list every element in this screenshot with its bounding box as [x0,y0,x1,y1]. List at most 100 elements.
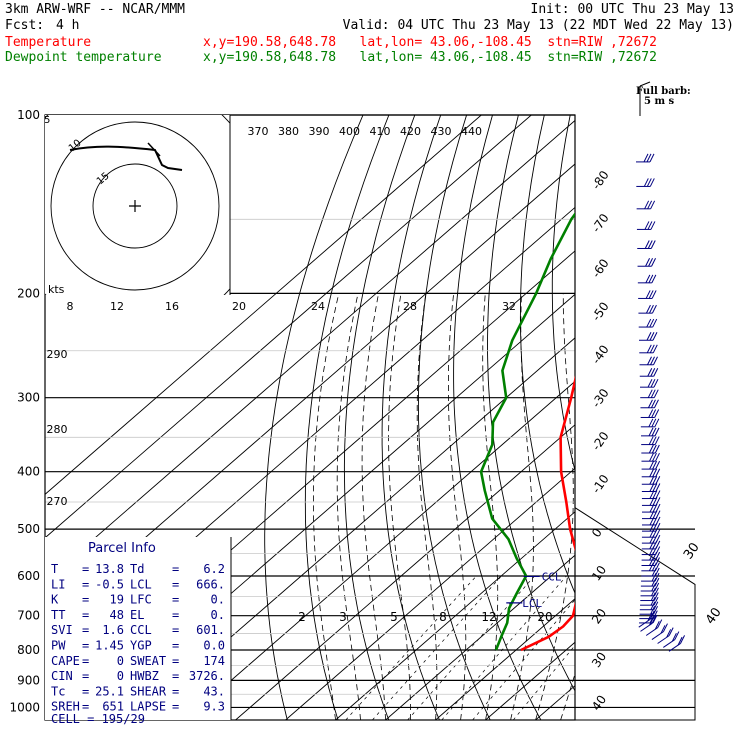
hodo-speed-label: 8 [67,300,74,313]
hodograph-trace-tail [147,142,161,157]
hodo-speed-label: 24 [311,300,325,313]
hodograph-ring [50,121,220,291]
wind-barb-feather [649,614,655,624]
pressure-label: 900 [17,673,40,687]
hodo-speed-label: 20 [232,300,246,313]
wind-barb-feather [653,389,659,398]
wind-barb-feather [649,611,655,620]
isotherm-label: 30 [589,650,609,671]
wind-barb-feather [655,483,661,492]
parcel-param-name: CCL [130,623,152,637]
parcel-param-name: Tc [51,684,65,698]
isotherm-line [285,467,575,720]
wind-barb-feather [650,605,656,615]
barb-legend-title: Full barb: [636,86,691,97]
parcel-param-name: LFC [130,593,152,607]
wind-barb-feather [651,427,657,437]
wind-barb-feather [649,546,655,555]
theta-label: 440 [461,125,482,138]
temperature-legend: Temperature [5,35,92,50]
parcel-param-value: -0.5 [95,577,124,591]
wind-barb-feather [652,460,658,470]
isotherm-label: -20 [589,429,612,453]
parcel-param-value: 25.1 [95,684,124,698]
theta-label: 400 [339,125,360,138]
wind-barb-feather [680,635,686,644]
wind-barb-feather [649,344,655,354]
wind-barb-feather [655,468,661,478]
wind-barb-feather [648,418,654,428]
wind-barb-feather [650,601,656,610]
wind-barb-feather [650,596,656,606]
wind-barb-feather [655,452,660,462]
parcel-param-value: 0.0 [203,639,225,653]
isotherm-label: -80 [589,168,612,192]
wind-barb-feather [652,332,658,341]
dry-adiabat [519,115,575,595]
moist-adiabat [416,293,438,720]
wind-barb-feather [654,427,660,437]
wind-barb-feather [647,367,653,377]
wind-barb-feather [654,621,660,630]
wind-barb-feather [651,562,657,572]
isotherm-line [135,337,575,720]
isotherm-label: -70 [589,211,612,235]
wind-barb-feather [649,483,655,492]
parcel-param-name: HWBZ [130,669,159,683]
wind-barb-feather [652,318,658,328]
parcel-equals: = [172,639,179,653]
theta-label: 390 [309,125,330,138]
dry-adiabat [551,115,575,473]
wind-barb-feather [651,577,657,587]
wind-barb-feather [646,153,652,163]
wind-barb-feather [651,290,657,299]
wind-barb-feather [645,290,651,299]
hodograph-ring [92,163,178,249]
wind-barb-feather [650,221,656,230]
parcel-param-value: 174 [203,654,225,668]
parcel-param-name: Td [130,562,144,576]
wind-barb-feather [649,490,655,499]
wind-barb-feather [668,627,674,636]
wind-barb-feather [648,274,654,284]
init-time: Init: 00 UTC Thu 23 May 13 [530,2,735,17]
wind-barb-feather [649,516,655,526]
parcel-param-name: YGP [130,639,152,653]
mixing-ratio-label: 8 [439,610,447,624]
wind-barb-feather [649,551,655,561]
wind-barb-feather [649,616,655,626]
wind-barb-feather [655,476,661,485]
wind-barb-feather [652,614,658,624]
wind-barb-feather [649,503,655,513]
wind-barb-feather [648,409,654,418]
dry-adiabat [642,115,740,720]
parcel-equals: = [172,684,179,698]
mixing-ratio-line [472,599,575,720]
dry-adiabat [671,115,740,720]
wind-barb-feather [651,304,657,314]
wind-barb-feather [650,240,656,249]
wind-barb-feather [647,356,652,366]
wind-barb-feather [649,522,655,532]
hodograph-origin [129,200,141,212]
wind-barb-feather [654,418,660,428]
parcel-equals: = [82,700,89,714]
parcel-param-value: 666. [196,577,225,591]
speed-scale-label: 40 [703,605,725,627]
hodo-speed-label: 32 [502,300,516,313]
valid-time: Valid: 04 UTC Thu 23 May 13 (22 MDT Wed … [342,18,734,33]
pressure-label: 600 [17,569,40,583]
wind-barb-feather [651,436,657,445]
wind-barb-feather [666,629,672,638]
parcel-equals: = [82,623,89,637]
wind-barb-feather [651,418,657,428]
wind-barb-feather [653,596,659,606]
wind-barb-feather [648,290,654,299]
wind-barb-feather [653,399,659,408]
parcel-equals: = [172,577,179,591]
hodo-ring-label: 5 [44,115,50,126]
wind-barb-feather [650,200,656,210]
parcel-equals: = [82,577,89,591]
mixing-ratio-label: 2 [298,610,306,624]
